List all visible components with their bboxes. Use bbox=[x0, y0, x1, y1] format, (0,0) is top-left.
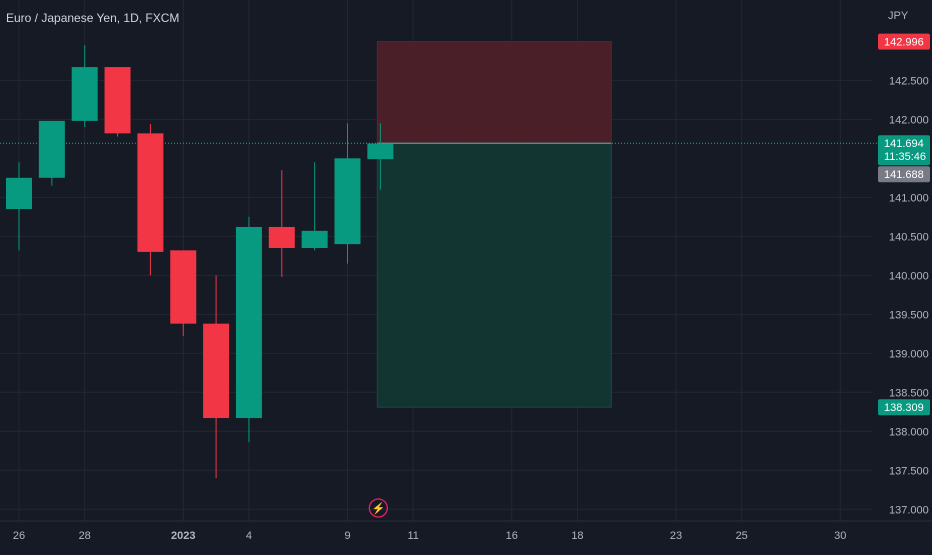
target-price-tag-bg bbox=[878, 399, 930, 416]
price-axis-label: 141.000 bbox=[889, 192, 929, 204]
candle bbox=[235, 216, 262, 443]
candle-body bbox=[268, 226, 295, 249]
candle bbox=[334, 123, 361, 264]
price-axis-label: 142.500 bbox=[889, 75, 929, 87]
stop-price-tag-bg bbox=[878, 33, 930, 50]
price-axis-label: 139.000 bbox=[889, 348, 929, 360]
current-price-tag-label: 141.694 bbox=[884, 138, 924, 150]
bid-price-tag-label: 141.688 bbox=[884, 169, 924, 181]
current-price-tag-bg bbox=[878, 135, 930, 166]
price-axis-label: 137.500 bbox=[889, 465, 929, 477]
price-axis-label: 142.000 bbox=[889, 114, 929, 126]
price-axis-label: 139.500 bbox=[889, 309, 929, 321]
candle bbox=[6, 162, 32, 251]
candle bbox=[38, 120, 65, 186]
time-axis-label: 28 bbox=[79, 530, 91, 542]
time-axis-label: 2023 bbox=[171, 530, 195, 542]
price-axis-label: 138.500 bbox=[889, 387, 929, 399]
target-price-tag: 138.309 bbox=[878, 399, 930, 416]
candle bbox=[203, 275, 230, 479]
time-axis-label: 9 bbox=[344, 530, 350, 542]
time-axis-label: 26 bbox=[13, 530, 25, 542]
time-axis-label: 4 bbox=[246, 530, 252, 542]
time-axis-label: 25 bbox=[736, 530, 748, 542]
stop-loss-zone bbox=[376, 41, 612, 144]
bid-price-tag-bg bbox=[878, 166, 930, 183]
lightning-icon: ⚡ bbox=[371, 502, 385, 515]
candle-body bbox=[367, 143, 394, 160]
long-position-tool[interactable] bbox=[376, 41, 612, 408]
candle-body bbox=[334, 158, 361, 245]
candle bbox=[71, 45, 98, 128]
candle bbox=[367, 123, 394, 190]
take-profit-zone bbox=[376, 142, 612, 408]
time-axis-label: 16 bbox=[506, 530, 518, 542]
target-price-tag-label: 138.309 bbox=[884, 402, 924, 414]
candle bbox=[301, 162, 328, 251]
candle-body bbox=[203, 323, 230, 419]
candle bbox=[137, 124, 164, 276]
current-price-tag-countdown: 11:35:46 bbox=[884, 151, 926, 163]
stop-price-tag-label: 142.996 bbox=[884, 37, 924, 49]
candle-body bbox=[38, 120, 65, 178]
candle bbox=[268, 170, 295, 277]
price-axis[interactable]: 142.500 142.000 141.000 140.500 140.000 139.5… bbox=[889, 75, 929, 516]
dividend-marker-ring bbox=[368, 498, 389, 518]
bid-price-tag: 141.688 bbox=[878, 166, 930, 183]
time-axis-label: 23 bbox=[670, 530, 682, 542]
price-axis-label: 137.000 bbox=[889, 504, 929, 516]
candle-body bbox=[301, 230, 328, 249]
dividend-marker[interactable]: ⚡ bbox=[368, 498, 389, 518]
price-axis-label: 140.000 bbox=[889, 270, 929, 282]
candle-body bbox=[104, 67, 131, 134]
currency-label: JPY bbox=[888, 10, 909, 22]
candle-body bbox=[6, 177, 32, 210]
time-axis-label: 11 bbox=[407, 530, 418, 542]
candle-body bbox=[71, 67, 98, 121]
candle-body bbox=[235, 226, 262, 419]
candle bbox=[170, 250, 197, 337]
time-axis[interactable]: 26 28 2023 4 9 11 16 18 23 25 30 bbox=[13, 530, 847, 542]
stop-price-tag: 142.996 bbox=[878, 33, 930, 50]
candlestick-series bbox=[6, 45, 394, 479]
symbol-title: Euro / Japanese Yen, 1D, FXCM bbox=[6, 11, 179, 25]
time-axis-label: 18 bbox=[571, 530, 583, 542]
time-axis-label: 30 bbox=[834, 530, 846, 542]
candle bbox=[104, 67, 131, 137]
candle-body bbox=[137, 133, 164, 252]
candle-body bbox=[170, 250, 197, 324]
price-axis-label: 138.000 bbox=[889, 426, 929, 438]
price-axis-label: 140.500 bbox=[889, 231, 929, 243]
